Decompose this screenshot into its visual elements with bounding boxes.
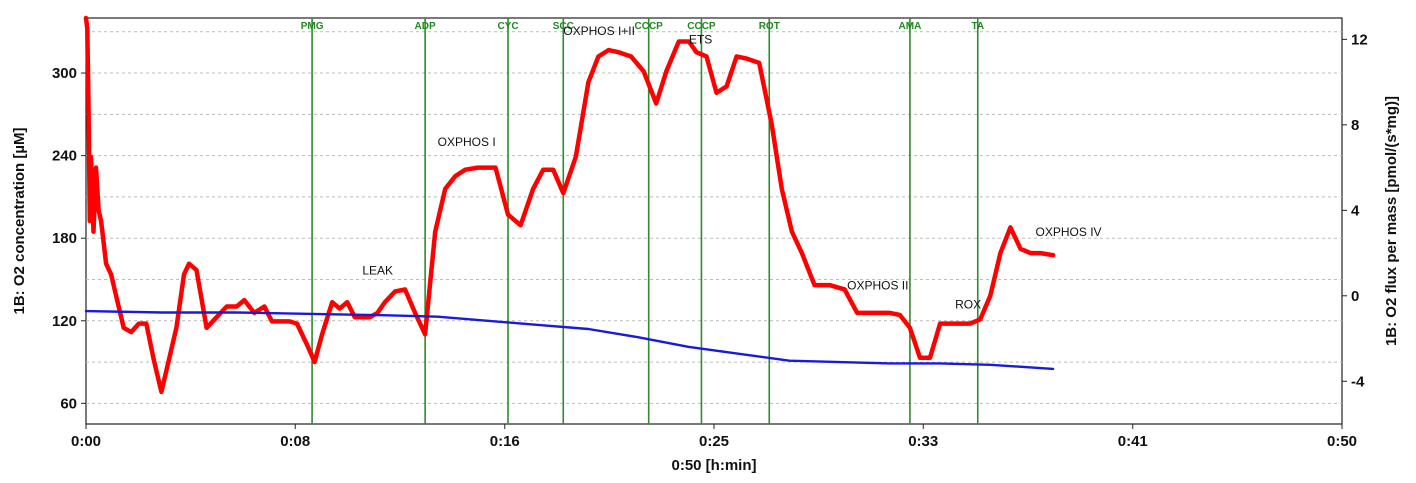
y-right-tick-label: -4 <box>1351 373 1365 390</box>
event-label: PMG <box>301 21 324 32</box>
state-annotation: OXPHOS I+II <box>563 24 635 38</box>
state-annotation: OXPHOS IV <box>1036 225 1102 239</box>
y-left-tick-label: 60 <box>60 395 77 412</box>
state-annotation: LEAK <box>362 263 393 277</box>
y-right-tick-label: 4 <box>1351 202 1360 219</box>
y-axis-right-title: 1B: O2 flux per mass [pmol/(s*mg)] <box>1383 96 1400 346</box>
state-annotation: OXPHOS II <box>847 278 908 292</box>
x-tick-label: 0:16 <box>490 433 520 450</box>
x-tick-label: 0:33 <box>908 433 938 450</box>
y-right-tick-label: 12 <box>1351 31 1368 48</box>
flux-series-line <box>83 15 1056 395</box>
annotation-layer: LEAK OXPHOS I OXPHOS I+II ETS OXPHOS II ROX OX… <box>362 24 1101 312</box>
y-left-tick-label: 120 <box>52 313 77 330</box>
y-right-tick-label: 0 <box>1351 288 1359 305</box>
y-left-tick-label: 300 <box>52 65 77 82</box>
y-axis-left-title: 1B: O2 concentration [µM] <box>11 128 28 315</box>
event-label: AMA <box>899 21 922 32</box>
event-label: ROT <box>759 21 780 32</box>
x-tick-label: 0:08 <box>280 433 310 450</box>
grid-layer <box>86 31 1342 404</box>
x-tick-label: 0:25 <box>699 433 729 450</box>
x-tick-label: 0:50 <box>1327 433 1357 450</box>
state-annotation: OXPHOS I <box>438 135 496 149</box>
concentration-series-line <box>84 309 1055 371</box>
event-label: SCC <box>553 21 574 32</box>
axes-layer: 60 120 180 240 300 -4 0 4 8 12 0:00 0:08 0:16 0:25 0:3… <box>52 31 1368 450</box>
series-layer <box>83 15 1056 395</box>
state-annotation: ROX <box>955 298 981 312</box>
state-annotation: ETS <box>689 33 712 47</box>
event-label: ADP <box>415 21 436 32</box>
y-right-tick-label: 8 <box>1351 117 1359 134</box>
event-label: CYC <box>497 21 518 32</box>
event-label: CCCP <box>635 21 664 32</box>
y-left-tick-label: 180 <box>52 230 77 247</box>
y-left-tick-label: 240 <box>52 148 77 165</box>
event-label: CCCP <box>687 21 716 32</box>
x-axis-title: 0:50 [h:min] <box>671 457 756 474</box>
x-tick-label: 0:41 <box>1118 433 1148 450</box>
x-tick-label: 0:00 <box>71 433 101 450</box>
event-label: TA <box>971 21 984 32</box>
